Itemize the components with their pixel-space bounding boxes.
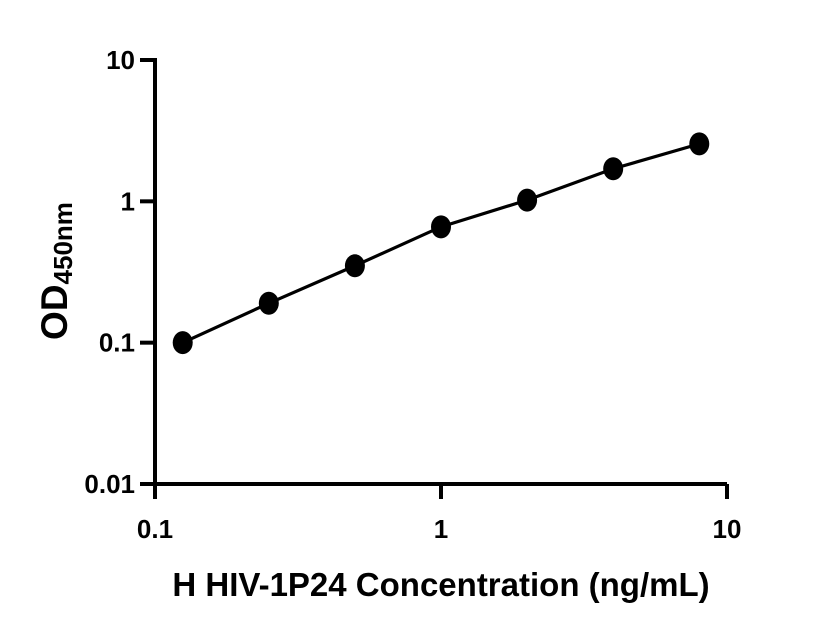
x-tick-label: 0.1 (137, 514, 173, 544)
data-point (603, 157, 624, 181)
data-point (431, 215, 451, 239)
x-tick-label: 10 (713, 514, 742, 544)
data-point (172, 331, 193, 355)
x-axis-title: H HIV-1P24 Concentration (ng/mL) (172, 566, 709, 603)
data-point (517, 188, 538, 212)
y-tick-label: 10 (106, 45, 135, 75)
y-tick-label: 0.01 (84, 469, 135, 499)
y-tick-label: 0.1 (99, 328, 135, 358)
data-point (689, 132, 710, 156)
y-axis-title: OD450nm (34, 202, 78, 340)
data-point (258, 291, 279, 315)
data-series (172, 132, 710, 355)
data-point (344, 254, 365, 278)
y-axis-title-main: OD (34, 284, 75, 340)
axes (153, 58, 727, 486)
y-axis-title-subscript: 450nm (48, 202, 78, 284)
x-tick-label: 1 (434, 514, 448, 544)
y-tick-label: 1 (121, 186, 135, 216)
